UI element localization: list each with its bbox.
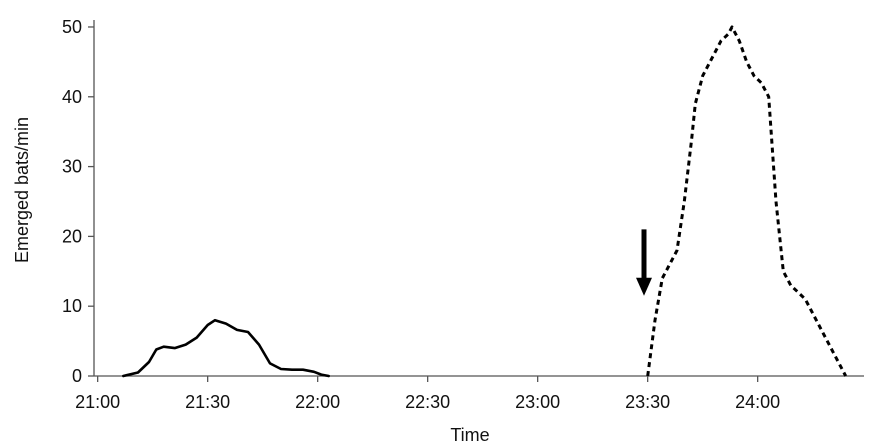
annotation-layer [636, 229, 652, 295]
x-tick-label: 23:30 [625, 392, 670, 412]
down-arrow-icon [636, 278, 652, 296]
x-tick-label: 23:00 [515, 392, 560, 412]
y-tick-label: 10 [62, 296, 82, 316]
x-ticks: 21:00 21:30 22:00 22:30 23:00 23:30 24:00 [75, 376, 780, 412]
x-tick-label: 24:00 [735, 392, 780, 412]
y-tick-label: 40 [62, 87, 82, 107]
x-tick-label: 21:30 [185, 392, 230, 412]
x-tick-label: 21:00 [75, 392, 120, 412]
x-tick-label: 22:30 [405, 392, 450, 412]
y-tick-label: 30 [62, 157, 82, 177]
x-tick-label: 22:00 [295, 392, 340, 412]
y-axis-title: Emerged bats/min [12, 117, 32, 263]
y-ticks: 0 10 20 30 40 50 [62, 17, 94, 386]
x-axis-title: Time [450, 425, 489, 445]
series-layer [123, 27, 846, 376]
y-tick-label: 50 [62, 17, 82, 37]
y-tick-label: 0 [72, 366, 82, 386]
series-line-dashed [648, 27, 846, 376]
y-tick-label: 20 [62, 226, 82, 246]
series-line-solid [123, 320, 328, 376]
